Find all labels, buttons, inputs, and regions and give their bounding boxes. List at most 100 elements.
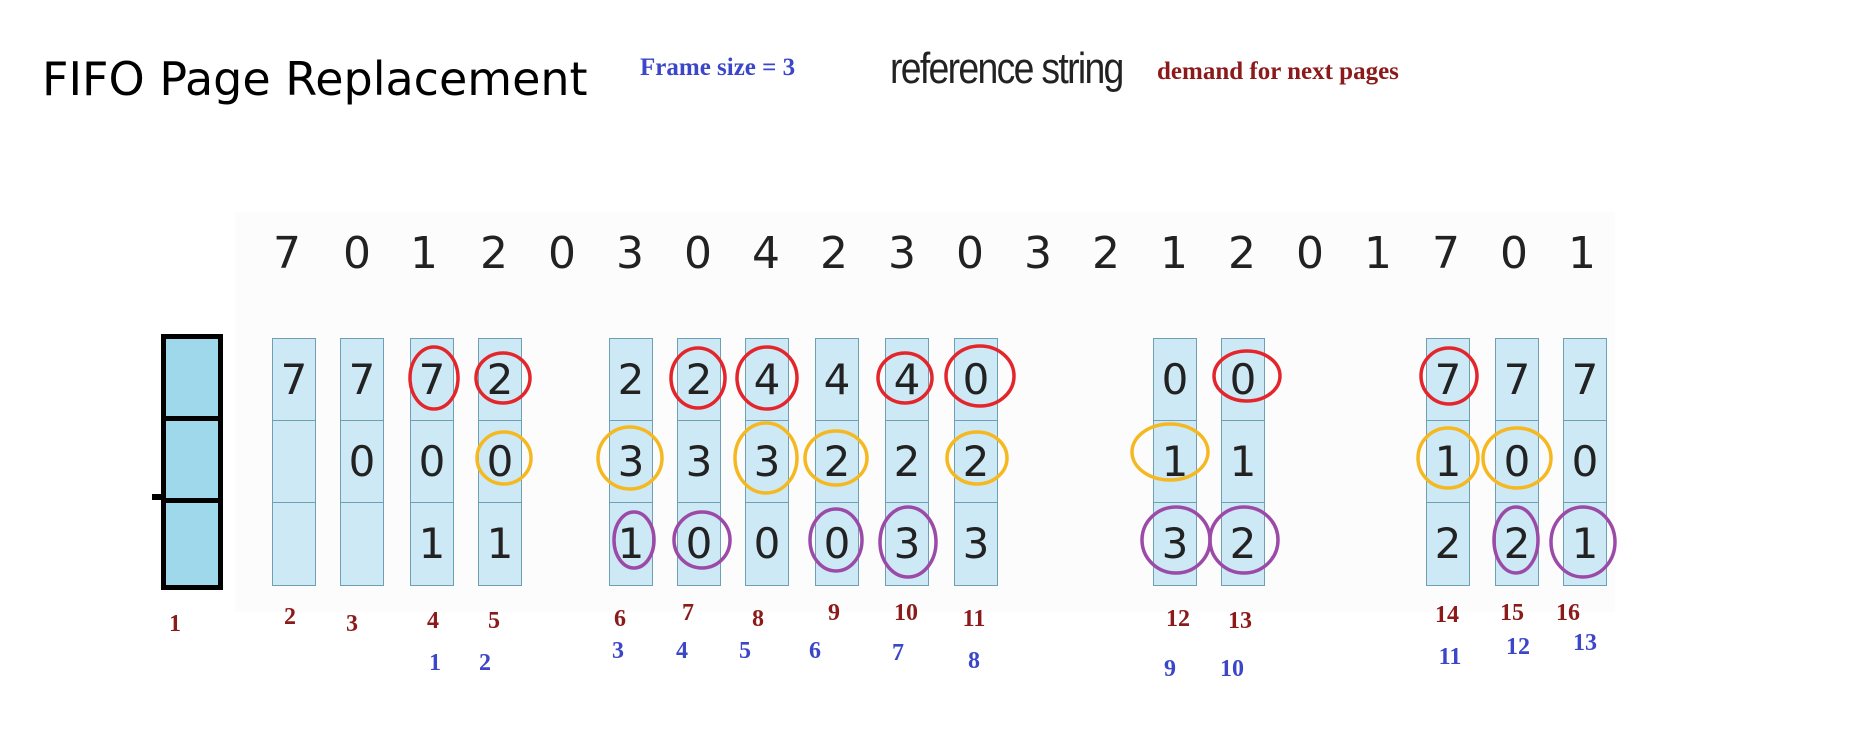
- frame-cell: 1: [1427, 421, 1469, 503]
- page-fault-label: 5: [739, 638, 751, 664]
- step-label: 8: [752, 606, 764, 632]
- frame-cell: [273, 421, 315, 503]
- frame-cell: 2: [610, 339, 652, 421]
- yellow-highlight-circle: [1481, 426, 1553, 490]
- frame-cell: 1: [1571, 519, 1599, 568]
- frame-cell: 0: [823, 519, 851, 568]
- reference-page: 2: [820, 228, 848, 279]
- step-label: 4: [427, 608, 439, 634]
- frame-cell: 0: [411, 421, 453, 503]
- frame-cell: 3: [678, 421, 720, 503]
- reference-page: 3: [1024, 228, 1052, 279]
- red-highlight-circle: [408, 345, 460, 411]
- page-fault-label: 12: [1506, 634, 1530, 660]
- page-fault-label: 11: [1438, 644, 1462, 670]
- step-label: 13: [1228, 608, 1252, 634]
- frame-cell: 2: [479, 339, 521, 421]
- frame-cell: 2: [886, 421, 928, 503]
- page-fault-label: 1: [429, 650, 441, 676]
- page-fault-label: 4: [676, 638, 688, 664]
- frame-cell: 3: [610, 421, 652, 503]
- page-fault-label: 8: [968, 648, 980, 674]
- frame-cell: 0: [479, 421, 521, 503]
- frame-cell: 2: [1434, 519, 1462, 568]
- red-highlight-circle: [1419, 346, 1479, 406]
- page-title: FIFO Page Replacement: [42, 52, 588, 106]
- reference-page: 0: [1500, 228, 1528, 279]
- reference-page: 3: [616, 228, 644, 279]
- purple-highlight-circle: [878, 505, 938, 579]
- reference-page: 1: [1160, 228, 1188, 279]
- frame-cell: 3: [962, 519, 990, 568]
- page-fault-label: 9: [1164, 656, 1176, 682]
- step-label: 3: [346, 611, 358, 637]
- page-fault-label: 3: [612, 638, 624, 664]
- frame-cell: 0: [1154, 339, 1196, 421]
- frame-cell: 3: [1161, 519, 1189, 568]
- frame-cell: 7: [273, 339, 315, 421]
- reference-page: 2: [1092, 228, 1120, 279]
- demand-label: demand for next pages: [1157, 58, 1399, 85]
- step-label: 16: [1556, 600, 1580, 626]
- frame-cell: 4: [746, 339, 788, 421]
- step-label: 14: [1435, 602, 1459, 628]
- yellow-highlight-circle: [733, 421, 799, 495]
- page-fault-label: 13: [1573, 630, 1597, 656]
- step-label: 5: [488, 608, 500, 634]
- purple-highlight-circle: [1140, 505, 1212, 575]
- reference-page: 0: [343, 228, 371, 279]
- step-label: 15: [1500, 600, 1524, 626]
- red-highlight-circle: [474, 351, 532, 405]
- frame-cell: 1: [617, 519, 645, 568]
- memory-divider: [166, 416, 218, 421]
- frame-cell: 3: [746, 421, 788, 503]
- reference-page: 1: [1364, 228, 1392, 279]
- frame-cell: 2: [678, 339, 720, 421]
- frame-cell: 1: [1222, 421, 1264, 503]
- reference-page: 2: [1228, 228, 1256, 279]
- step-label: 6: [614, 606, 626, 632]
- reference-page: 3: [888, 228, 916, 279]
- memory-frames-block: [161, 334, 223, 590]
- page-fault-label: 6: [809, 638, 821, 664]
- frame-cell: 4: [886, 339, 928, 421]
- reference-page: 1: [1568, 228, 1596, 279]
- frame-column: 7: [272, 338, 316, 586]
- red-highlight-circle: [1212, 349, 1282, 403]
- purple-highlight-circle: [1549, 505, 1617, 579]
- purple-highlight-circle: [612, 510, 656, 570]
- frame-cell: 0: [753, 519, 781, 568]
- frame-cell: 0: [341, 421, 383, 503]
- frame-size-label: Frame size = 3: [640, 54, 796, 81]
- purple-highlight-circle: [1208, 505, 1280, 575]
- step-label: 9: [828, 600, 840, 626]
- reference-string-label: reference string: [890, 44, 1124, 93]
- reference-page: 1: [410, 228, 438, 279]
- frame-cell: 0: [1564, 421, 1606, 503]
- memory-tick: [152, 494, 166, 500]
- frame-cell: 7: [1427, 339, 1469, 421]
- step-label: 10: [894, 600, 918, 626]
- reference-page: 0: [1296, 228, 1324, 279]
- reference-page: 2: [480, 228, 508, 279]
- reference-page: 7: [273, 228, 301, 279]
- yellow-highlight-circle: [945, 430, 1009, 486]
- yellow-highlight-circle: [596, 425, 664, 491]
- purple-highlight-circle: [808, 507, 864, 573]
- step-label: 12: [1166, 606, 1190, 632]
- frame-cell: 2: [1503, 519, 1531, 568]
- red-highlight-circle: [735, 345, 799, 411]
- yellow-highlight-circle: [475, 430, 533, 486]
- yellow-highlight-circle: [1416, 426, 1480, 490]
